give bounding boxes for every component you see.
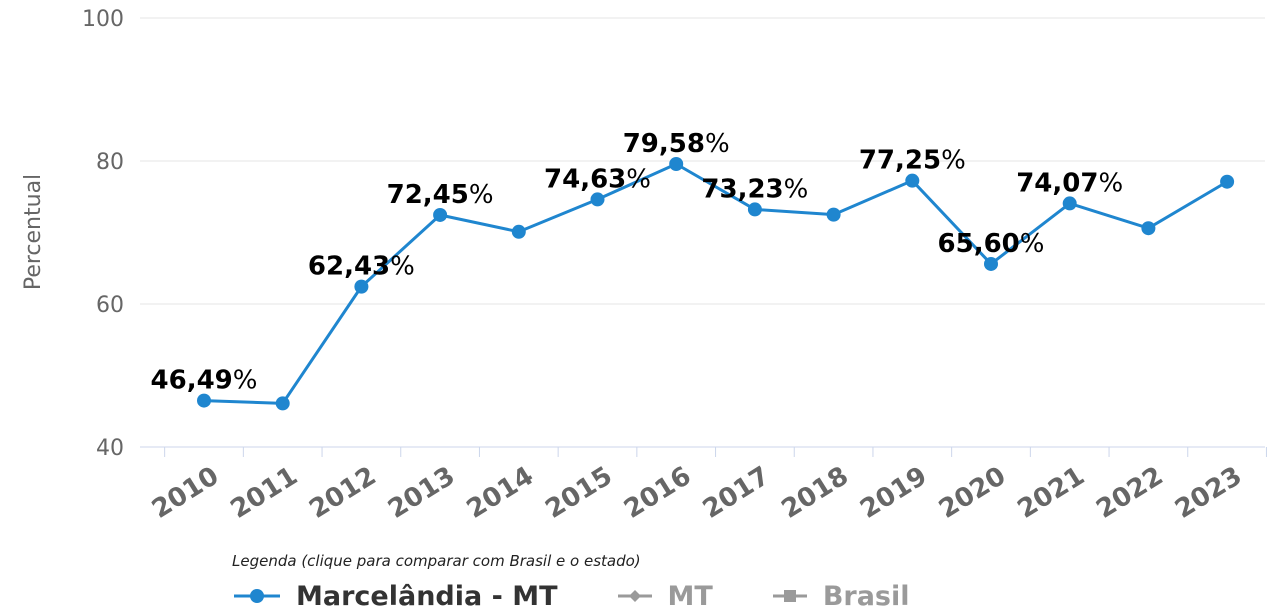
y-axis-ticks: 40 60 80 100	[82, 7, 124, 461]
legend: Marcelândia - MT MT Brasil	[232, 580, 910, 612]
x-tick-label: 2011	[226, 461, 303, 525]
data-labels: 46,49% 62,43% 72,45% 74,63% 79,58% 73,23% 77,2…	[151, 129, 1124, 396]
data-point[interactable]	[433, 207, 448, 222]
legend-label: MT	[667, 580, 713, 612]
legend-title: Legenda (clique para comparar com Brasil…	[232, 552, 641, 570]
data-point[interactable]	[669, 157, 684, 172]
data-point[interactable]	[1220, 174, 1235, 189]
legend-label: Brasil	[822, 580, 910, 612]
legend-item-marcelandia[interactable]: Marcelândia - MT	[232, 581, 558, 612]
series-line	[203, 162, 1228, 405]
x-tick-label: 2021	[1013, 461, 1090, 525]
y-axis-label: Percentual	[21, 174, 46, 290]
data-point[interactable]	[354, 279, 369, 294]
x-tick-label: 2017	[698, 461, 775, 525]
square-marker-icon	[772, 590, 807, 602]
y-tick-label: 100	[82, 7, 124, 32]
data-label: 72,45%	[387, 180, 494, 210]
x-tick-label: 2020	[934, 461, 1011, 525]
x-tick-label: 2022	[1091, 461, 1168, 525]
y-tick-label: 80	[96, 150, 124, 175]
data-point[interactable]	[275, 396, 290, 411]
data-point[interactable]	[197, 393, 211, 408]
data-label: 46,49%	[151, 366, 258, 396]
data-point[interactable]	[511, 224, 526, 239]
legend-label: Marcelândia - MT	[296, 580, 558, 612]
data-point[interactable]	[1062, 196, 1077, 211]
data-label: 65,60%	[938, 229, 1045, 259]
y-tick-label: 60	[96, 293, 124, 318]
x-axis-ticks: 2010 2011 2012 2013 2014 2015 2016 2017 2018 2019…	[147, 461, 1247, 525]
x-tick-label: 2012	[304, 461, 381, 525]
data-point[interactable]	[984, 256, 998, 271]
data-label: 77,25%	[859, 146, 966, 176]
data-label: 74,07%	[1016, 168, 1123, 198]
data-point[interactable]	[747, 202, 762, 217]
x-tick-label: 2018	[777, 461, 854, 525]
x-tick-label: 2023	[1170, 461, 1247, 525]
x-tick-label: 2013	[383, 461, 460, 525]
data-label: 79,58%	[623, 129, 730, 159]
x-tick-label: 2015	[540, 461, 617, 525]
data-label: 62,43%	[308, 252, 415, 282]
data-label: 74,63%	[544, 164, 651, 194]
data-point[interactable]	[1141, 221, 1156, 236]
legend-item-mt[interactable]: MT	[616, 581, 713, 612]
data-point[interactable]	[905, 173, 920, 188]
diamond-marker-icon	[617, 590, 652, 602]
data-label: 73,23%	[701, 174, 808, 204]
y-tick-label: 40	[96, 436, 124, 461]
series-group	[197, 157, 1235, 411]
x-tick-label: 2010	[147, 461, 224, 525]
grid-lines	[140, 17, 1267, 457]
data-point[interactable]	[590, 192, 605, 207]
circle-marker-icon	[234, 589, 280, 603]
legend-item-brasil[interactable]: Brasil	[771, 581, 910, 612]
x-tick-label: 2014	[462, 461, 539, 525]
data-point[interactable]	[826, 207, 841, 222]
x-tick-label: 2019	[855, 461, 932, 525]
x-tick-label: 2016	[619, 461, 696, 525]
